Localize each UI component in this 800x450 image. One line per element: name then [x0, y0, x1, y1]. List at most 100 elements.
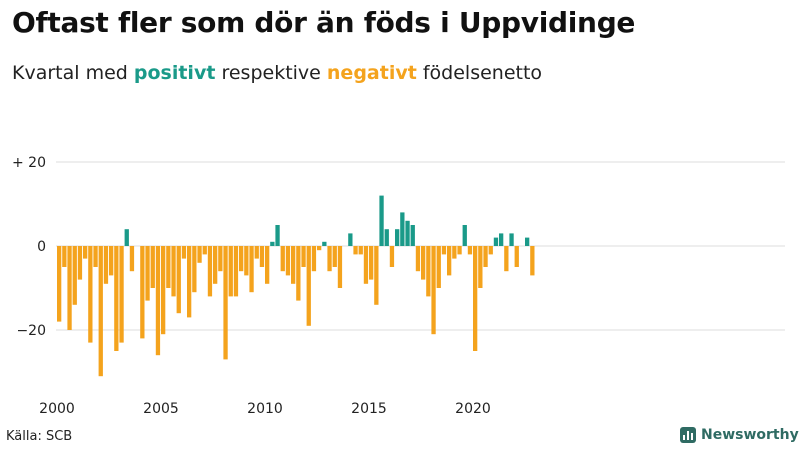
bar	[462, 225, 467, 246]
bar	[213, 246, 218, 284]
bar	[93, 246, 98, 267]
bar	[88, 246, 93, 343]
x-axis: 2000 2005 2010 2015 2020	[39, 401, 491, 417]
bar	[155, 246, 161, 356]
bar	[285, 246, 291, 276]
bar	[410, 225, 415, 246]
bar	[254, 246, 259, 259]
x-tick-label: 2000	[39, 401, 75, 417]
bar	[493, 237, 499, 246]
source-note: Källa: SCB	[6, 429, 73, 444]
bar	[98, 246, 103, 377]
bar	[421, 246, 426, 280]
bar	[426, 246, 431, 297]
gridlines: + 20 0 −20	[12, 155, 785, 339]
bar	[109, 246, 114, 276]
bar	[270, 241, 275, 246]
bar	[514, 246, 519, 267]
bar	[62, 246, 67, 267]
bar	[530, 246, 535, 276]
bar	[140, 246, 145, 339]
bar	[171, 246, 176, 297]
bar	[275, 225, 280, 246]
bar	[291, 246, 296, 284]
subtitle-negative-word: negativt	[326, 62, 417, 84]
bar	[389, 246, 395, 267]
bar	[83, 246, 88, 259]
bar	[337, 246, 343, 288]
bar	[509, 233, 514, 246]
x-tick-label: 2005	[143, 401, 179, 417]
y-tick-label: + 20	[12, 155, 46, 171]
x-tick-label: 2015	[351, 401, 387, 417]
bar-chart-icon	[680, 427, 696, 443]
bar	[363, 246, 369, 284]
bar	[301, 246, 306, 267]
bar	[249, 246, 254, 293]
bar	[384, 229, 389, 246]
bar	[447, 246, 452, 276]
bar	[483, 246, 488, 267]
bar	[332, 246, 337, 267]
bar	[187, 246, 192, 318]
bar	[72, 246, 77, 305]
subtitle-suffix: födelsenetto	[416, 62, 543, 84]
bar	[478, 246, 483, 288]
bar	[457, 246, 462, 255]
x-tick-label: 2020	[455, 401, 491, 417]
subtitle-prefix: Kvartal med	[12, 62, 134, 84]
bar	[280, 246, 285, 272]
bar	[145, 246, 150, 301]
bar	[202, 246, 207, 255]
bar	[259, 246, 265, 267]
bar	[488, 246, 493, 255]
brand-logo: Newsworthy	[680, 427, 799, 443]
bar	[166, 246, 171, 288]
bar	[244, 246, 249, 276]
bar	[228, 246, 233, 297]
x-tick-label: 2010	[247, 401, 283, 417]
bar	[311, 246, 317, 272]
bar	[467, 246, 473, 255]
bar	[239, 246, 244, 272]
bar	[161, 246, 166, 335]
bar	[374, 246, 379, 305]
y-tick-label: −20	[16, 323, 46, 339]
bar	[306, 246, 311, 326]
bar	[431, 246, 436, 335]
bar	[103, 246, 109, 284]
bar	[317, 246, 322, 251]
bar	[119, 246, 124, 343]
bar	[67, 246, 72, 330]
bar	[504, 246, 509, 272]
bar	[197, 246, 202, 263]
bar	[436, 246, 441, 288]
bar	[218, 246, 223, 272]
bar	[353, 246, 358, 255]
bar	[473, 246, 478, 351]
bar	[369, 246, 374, 280]
subtitle-positive-word: positivt	[133, 62, 216, 84]
bar	[57, 246, 62, 322]
brand-name: Newsworthy	[701, 427, 799, 443]
bar	[129, 246, 135, 272]
bar	[348, 233, 353, 246]
subtitle-middle: respektive	[215, 62, 327, 84]
bar	[415, 246, 421, 272]
bar	[233, 246, 239, 297]
bar	[327, 246, 332, 272]
bar	[322, 241, 327, 246]
bars	[57, 195, 535, 377]
bar	[124, 229, 129, 246]
bar	[114, 246, 119, 351]
bar	[207, 246, 213, 297]
bar	[150, 246, 155, 288]
bar	[192, 246, 197, 293]
bar	[499, 233, 504, 246]
bar	[525, 237, 530, 246]
bar	[395, 229, 400, 246]
bar	[358, 246, 363, 255]
bar	[77, 246, 83, 280]
bar	[452, 246, 457, 259]
